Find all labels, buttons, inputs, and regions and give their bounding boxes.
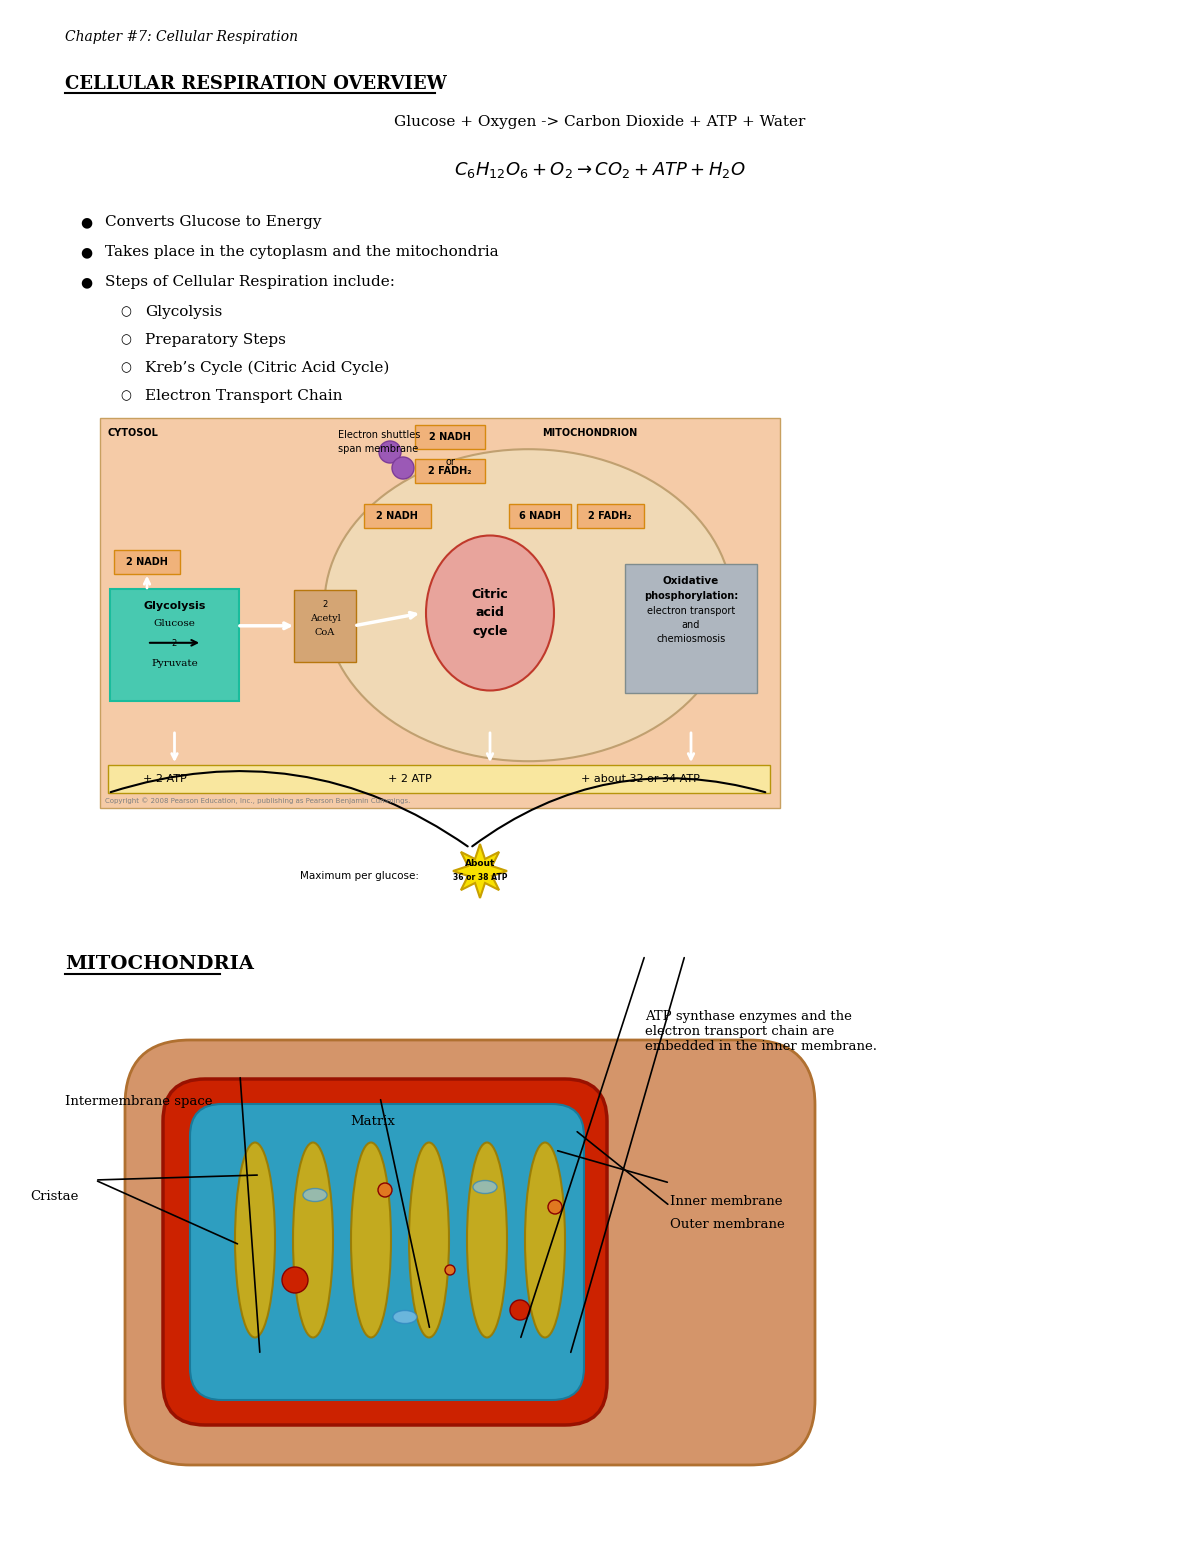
FancyBboxPatch shape [415,460,485,483]
Ellipse shape [293,1143,334,1337]
Text: + about 32 or 34 ATP: + about 32 or 34 ATP [581,773,700,784]
Text: Matrix: Matrix [350,1115,395,1127]
Text: Glucose: Glucose [154,618,196,627]
Text: 2 NADH: 2 NADH [376,511,418,522]
FancyBboxPatch shape [415,426,485,449]
Text: and: and [682,620,700,631]
Text: Inner membrane: Inner membrane [670,1194,782,1208]
FancyBboxPatch shape [108,766,770,794]
Ellipse shape [426,536,554,691]
Text: 2: 2 [172,638,178,648]
Text: Outer membrane: Outer membrane [670,1218,785,1232]
Ellipse shape [352,1143,391,1337]
Ellipse shape [324,449,732,761]
Text: chemiosmosis: chemiosmosis [656,634,726,644]
FancyBboxPatch shape [125,1041,815,1464]
Text: CELLULAR RESPIRATION OVERVIEW: CELLULAR RESPIRATION OVERVIEW [65,75,446,93]
FancyBboxPatch shape [577,505,644,528]
FancyBboxPatch shape [114,550,180,573]
Ellipse shape [526,1143,565,1337]
Text: Acetyl: Acetyl [310,613,341,623]
Ellipse shape [302,1188,326,1202]
FancyBboxPatch shape [190,1104,584,1399]
Text: ATP synthase enzymes and the
electron transport chain are
embedded in the inner : ATP synthase enzymes and the electron tr… [646,1009,877,1053]
Text: electron transport: electron transport [647,606,736,617]
Circle shape [379,441,401,463]
Text: Kreb’s Cycle (Citric Acid Cycle): Kreb’s Cycle (Citric Acid Cycle) [145,360,389,376]
Text: 2 NADH: 2 NADH [430,432,470,443]
Text: CoA: CoA [314,627,335,637]
Text: 2 NADH: 2 NADH [126,558,168,567]
Text: span membrane: span membrane [338,444,419,453]
Text: Chapter #7: Cellular Respiration: Chapter #7: Cellular Respiration [65,30,298,43]
Ellipse shape [394,1311,418,1323]
Text: ●: ● [80,214,92,228]
Ellipse shape [473,1180,497,1194]
Polygon shape [454,843,508,898]
Text: Electron shuttles: Electron shuttles [338,430,420,439]
Circle shape [378,1183,392,1197]
Text: CYTOSOL: CYTOSOL [108,429,158,438]
Text: Preparatory Steps: Preparatory Steps [145,332,286,346]
Text: Maximum per glucose:: Maximum per glucose: [300,871,419,881]
Text: Pyruvate: Pyruvate [151,658,198,668]
Text: 2 FADH₂: 2 FADH₂ [588,511,631,522]
Text: + 2 ATP: + 2 ATP [143,773,187,784]
Text: Cristae: Cristae [30,1190,78,1204]
Ellipse shape [467,1143,508,1337]
FancyBboxPatch shape [110,589,239,700]
Text: Steps of Cellular Respiration include:: Steps of Cellular Respiration include: [106,275,395,289]
Text: acid: acid [475,607,504,620]
Text: cycle: cycle [473,624,508,637]
Text: Copyright © 2008 Pearson Education, Inc., publishing as Pearson Benjamin Cumming: Copyright © 2008 Pearson Education, Inc.… [106,797,410,804]
FancyBboxPatch shape [509,505,571,528]
Text: ○: ○ [120,332,131,346]
Text: ○: ○ [120,360,131,374]
Text: 2 FADH₂: 2 FADH₂ [428,466,472,477]
Circle shape [510,1300,530,1320]
Text: ○: ○ [120,388,131,402]
Circle shape [282,1267,308,1294]
Text: ○: ○ [120,304,131,318]
Text: Converts Glucose to Energy: Converts Glucose to Energy [106,214,322,228]
Text: MITOCHONDRION: MITOCHONDRION [542,429,637,438]
Text: Citric: Citric [472,589,509,601]
Text: Electron Transport Chain: Electron Transport Chain [145,388,342,402]
Text: phosphorylation:: phosphorylation: [644,592,738,601]
Text: Oxidative: Oxidative [662,576,719,585]
FancyBboxPatch shape [100,418,780,808]
Circle shape [548,1200,562,1214]
Text: Glycolysis: Glycolysis [143,601,205,610]
Text: 2: 2 [323,599,328,609]
Text: Intermembrane space: Intermembrane space [65,1095,212,1107]
Text: Glycolysis: Glycolysis [145,304,222,318]
Circle shape [392,457,414,478]
Circle shape [445,1266,455,1275]
Text: 36 or 38 ATP: 36 or 38 ATP [452,873,508,882]
Text: Takes place in the cytoplasm and the mitochondria: Takes place in the cytoplasm and the mit… [106,245,499,259]
Text: $C_6H_{12}O_6 + O_2 \rightarrow CO_2 + ATP + H_2O$: $C_6H_{12}O_6 + O_2 \rightarrow CO_2 + A… [454,160,746,180]
Text: ●: ● [80,245,92,259]
Text: + 2 ATP: + 2 ATP [388,773,432,784]
Text: ●: ● [80,275,92,289]
Text: or: or [445,457,455,467]
Text: 6 NADH: 6 NADH [520,511,560,522]
FancyBboxPatch shape [364,505,431,528]
Text: Glucose + Oxygen -> Carbon Dioxide + ATP + Water: Glucose + Oxygen -> Carbon Dioxide + ATP… [395,115,805,129]
Ellipse shape [235,1143,275,1337]
FancyBboxPatch shape [163,1079,607,1426]
Text: MITOCHONDRIA: MITOCHONDRIA [65,955,254,974]
FancyBboxPatch shape [625,564,757,693]
Text: About: About [464,859,496,868]
Ellipse shape [409,1143,449,1337]
FancyBboxPatch shape [294,590,356,662]
